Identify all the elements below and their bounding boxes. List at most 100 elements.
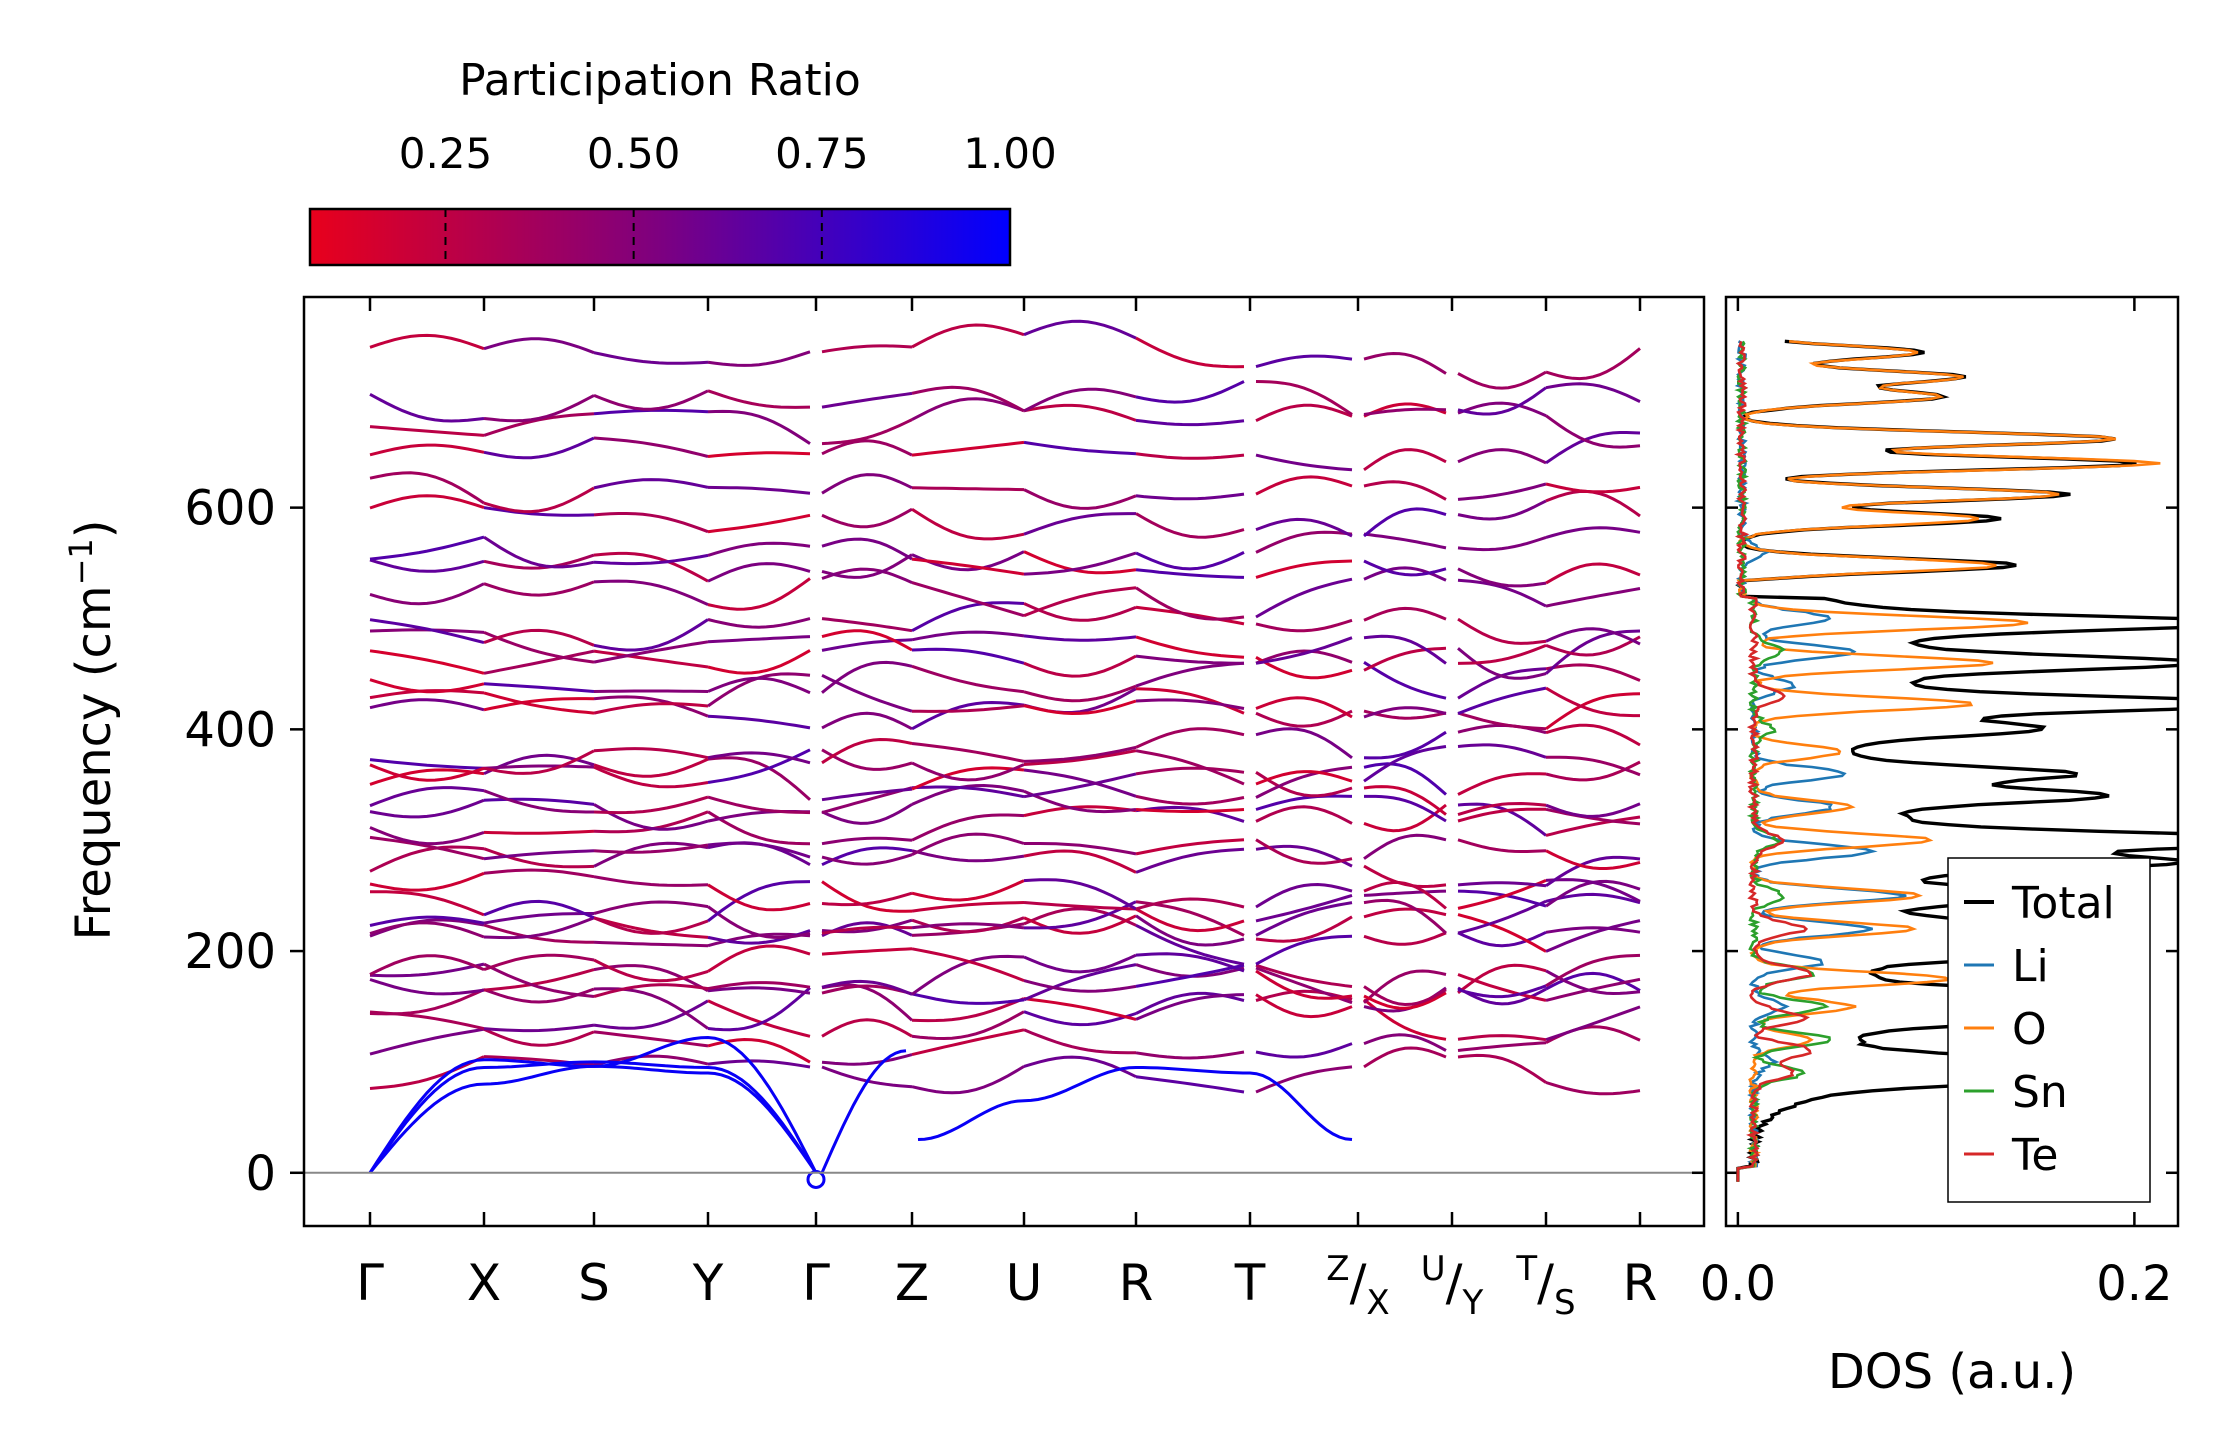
phonon-band	[593, 900, 709, 915]
phonon-band	[483, 749, 595, 775]
phonon-band	[369, 425, 485, 437]
phonon-band	[1135, 418, 1245, 427]
phonon-band	[369, 1055, 485, 1090]
phonon-band	[1024, 900, 1137, 930]
phonon-band	[1135, 766, 1245, 776]
phonon-band	[593, 843, 709, 854]
phonon-band	[1545, 587, 1641, 608]
acoustic-band	[820, 1049, 907, 1174]
phonon-band	[707, 714, 811, 730]
phonon-band	[1457, 807, 1546, 823]
phonon-band	[1135, 336, 1245, 369]
phonon-band	[1457, 711, 1547, 731]
phonon-band	[1135, 512, 1245, 539]
phonon-band	[1135, 551, 1245, 571]
phonon-band	[483, 436, 595, 460]
phonon-band	[1135, 654, 1245, 665]
phonon-band	[1457, 881, 1547, 888]
phonon-band	[1023, 749, 1137, 766]
phonon-band	[483, 916, 595, 940]
k-point-label: Γ	[356, 1254, 384, 1312]
phonon-band	[821, 979, 913, 996]
phonon-band	[483, 1027, 595, 1047]
phonon-band	[1255, 727, 1353, 759]
phonon-band	[707, 841, 811, 859]
phonon-band	[1457, 370, 1547, 390]
phonon-band	[821, 1018, 913, 1038]
phonon-band	[1023, 914, 1137, 935]
phonon-band	[1135, 1075, 1245, 1094]
phonon-band	[1457, 482, 1547, 501]
dos-panel: 0.0 0.2 DOS (a.u.) Total Li O Sn Te	[1700, 295, 2180, 1400]
phonon-band	[483, 849, 595, 861]
phonon-band	[1457, 535, 1547, 552]
phonon-band	[821, 836, 913, 846]
phonon-band	[1545, 489, 1641, 518]
phonon-band	[1023, 997, 1137, 1021]
colorbar-tick-label: 0.75	[775, 129, 869, 178]
phonon-band	[911, 813, 1025, 842]
acoustic-band	[368, 1035, 818, 1174]
phonon-band	[821, 925, 913, 935]
phonon-band	[1457, 973, 1547, 1002]
phonon-band	[911, 704, 1025, 713]
dos-x-tick-label: 0.0	[1700, 1256, 1776, 1312]
phonon-band	[1545, 723, 1641, 747]
phonon-band	[1457, 1034, 1547, 1042]
phonon-band	[593, 964, 709, 993]
phonon-band	[1023, 953, 1137, 974]
phonon-band	[1363, 1033, 1447, 1052]
phonon-band	[1363, 559, 1447, 577]
phonon-band	[369, 494, 485, 510]
dos-lines	[1733, 339, 2178, 1182]
phonon-band	[1135, 380, 1245, 404]
phonon-band	[911, 557, 1025, 576]
phonon-band	[1023, 634, 1137, 642]
phonon-band	[1363, 709, 1447, 720]
phonon-band	[483, 697, 595, 712]
phonon-band	[1545, 953, 1641, 988]
gamma-dip	[806, 1169, 826, 1189]
phonon-band	[707, 562, 811, 583]
phonon-band	[1135, 805, 1245, 823]
phonon-band	[1363, 646, 1447, 672]
phonon-band	[707, 986, 811, 1032]
phonon-band	[1135, 897, 1245, 911]
y-tick-label: 200	[184, 924, 276, 980]
phonon-band	[593, 958, 709, 983]
phonon-band	[1255, 770, 1353, 786]
band-x-ticks: Γ X S Y Γ Z U R T Z/X U/Y T/S R	[356, 297, 1657, 1323]
legend-label: Li	[2012, 941, 2049, 992]
phonon-band	[1023, 878, 1137, 911]
phonon-band	[369, 333, 485, 351]
phonon-band	[1255, 649, 1353, 665]
phonon-band	[1023, 849, 1137, 874]
phonon-band	[911, 1065, 1025, 1095]
phonon-band	[1023, 551, 1137, 576]
phonon-band	[593, 389, 709, 411]
phonon-band	[483, 899, 595, 920]
phonon-band	[707, 513, 811, 534]
phonon-band	[1023, 586, 1137, 618]
phonon-band	[911, 766, 1025, 791]
phonon-band	[1135, 808, 1245, 813]
phonon-band	[911, 486, 1025, 492]
legend-label: Sn	[2012, 1067, 2068, 1118]
phonon-band	[1023, 768, 1137, 798]
phonon-band	[1255, 993, 1353, 1019]
phonon-band	[1545, 1081, 1641, 1096]
phonon-band	[911, 323, 1025, 349]
colorbar-tick-label: 0.50	[587, 129, 681, 178]
phonon-band	[1023, 1028, 1136, 1055]
phonon-band	[1255, 989, 1353, 1002]
phonon-band	[1023, 387, 1137, 413]
y-tick-label: 0	[245, 1146, 276, 1202]
phonon-band	[1545, 526, 1641, 539]
phonon-band	[707, 810, 811, 846]
phonon-band	[369, 649, 485, 675]
phonon-band	[1457, 686, 1547, 715]
colorbar-ticks: 0.25 0.50 0.75 1.00	[399, 129, 1057, 265]
phonon-band	[1024, 842, 1137, 856]
phonon-band	[1545, 635, 1641, 657]
phonon-band	[483, 912, 594, 925]
